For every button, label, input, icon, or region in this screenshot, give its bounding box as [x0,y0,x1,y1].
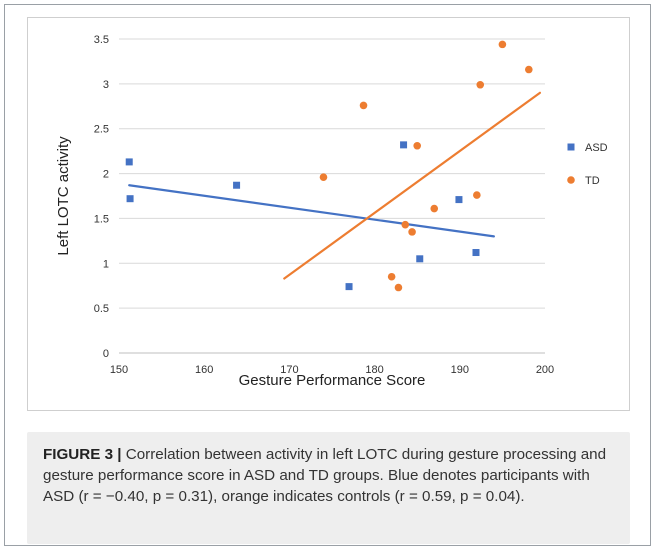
point-asd [455,196,463,204]
point-td [359,101,368,110]
x-tick-label: 200 [536,364,554,376]
point-td [394,283,403,292]
y-tick-label: 2.5 [94,124,109,136]
point-asd [416,255,424,263]
legend: ASD TD [567,142,608,187]
y-tick-label: 0.5 [94,303,109,315]
point-td [525,65,533,74]
legend-label-asd: ASD [585,142,608,154]
x-tick-label: 190 [451,364,469,376]
axes: 0 0.5 1 1.5 2 2.5 3 3.5 150 160 170 180 190 200 [94,34,554,376]
y-tick-label: 0 [103,348,109,360]
point-td [401,220,410,229]
x-tick-label: 170 [280,364,298,376]
y-tick-label: 2 [103,169,109,181]
figure-caption: FIGURE 3 | Correlation between activity … [27,432,630,544]
point-asd [125,158,133,166]
trendlines [128,91,541,280]
trendline-td [283,91,541,280]
point-td [408,228,416,236]
legend-marker-td [567,176,575,184]
chart-panel: 0 0.5 1 1.5 2 2.5 3 3.5 150 160 170 180 190 200 ASD TD… [27,17,630,411]
legend-label-td: TD [585,175,600,187]
point-td [476,80,485,89]
point-td [413,141,422,150]
point-td [319,173,328,181]
y-tick-label: 3 [103,79,109,91]
trendline-asd [128,184,495,238]
point-td [430,204,439,213]
point-asd [126,195,134,203]
point-asd [233,181,241,189]
y-tick-label: 3.5 [94,34,109,46]
point-td [498,40,507,49]
legend-marker-asd [567,143,575,151]
caption-text: Correlation between activity in left LOT… [43,446,607,505]
point-td [387,272,396,281]
x-axis-title: Gesture Performance Score [239,372,426,389]
y-axis-title: Left LOTC activity [55,136,72,256]
y-tick-label: 1.5 [94,213,109,225]
x-tick-label: 150 [110,364,128,376]
point-asd [400,141,408,149]
y-tick-label: 1 [103,258,109,270]
scatter-chart: 0 0.5 1 1.5 2 2.5 3 3.5 150 160 170 180 190 200 ASD TD… [55,34,608,389]
gridlines [119,38,545,354]
point-asd [345,283,353,291]
x-tick-label: 180 [365,364,383,376]
data-points [125,40,533,292]
x-tick-label: 160 [195,364,213,376]
point-asd [472,249,480,257]
caption-label: FIGURE 3 | [43,446,122,463]
point-td [473,191,481,199]
